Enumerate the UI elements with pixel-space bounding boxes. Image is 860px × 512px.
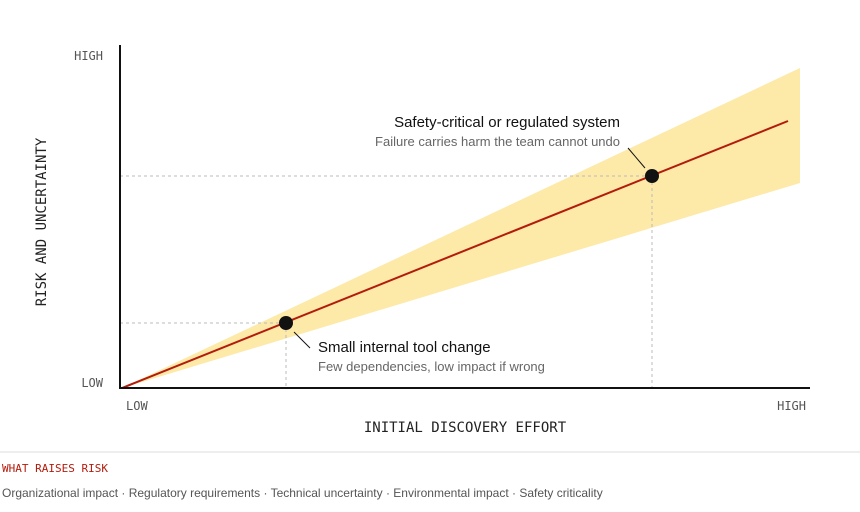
leader-line — [627, 147, 646, 169]
x-axis-title: INITIAL DISCOVERY EFFORT — [364, 420, 567, 436]
annotation-title: Safety-critical or regulated system — [394, 114, 620, 131]
footer-heading: WHAT RAISES RISK — [2, 462, 108, 475]
annotation-subtitle: Few dependencies, low impact if wrong — [318, 359, 545, 374]
y-high-label: HIGH — [74, 49, 103, 63]
x-low-label: LOW — [126, 399, 148, 413]
point — [279, 316, 293, 330]
annotation-subtitle: Failure carries harm the team cannot und… — [375, 134, 620, 149]
footer-items: Organizational impact · Regulatory requi… — [2, 486, 603, 500]
trend-line — [121, 120, 789, 389]
x-high-label: HIGH — [777, 399, 806, 413]
annotation-title: Small internal tool change — [318, 339, 491, 356]
leader-line — [293, 331, 311, 349]
uncertainty-band — [122, 68, 800, 388]
y-low-label: LOW — [81, 376, 103, 390]
y-axis-title: RISK AND UNCERTAINTY — [34, 137, 50, 306]
point — [645, 169, 659, 183]
